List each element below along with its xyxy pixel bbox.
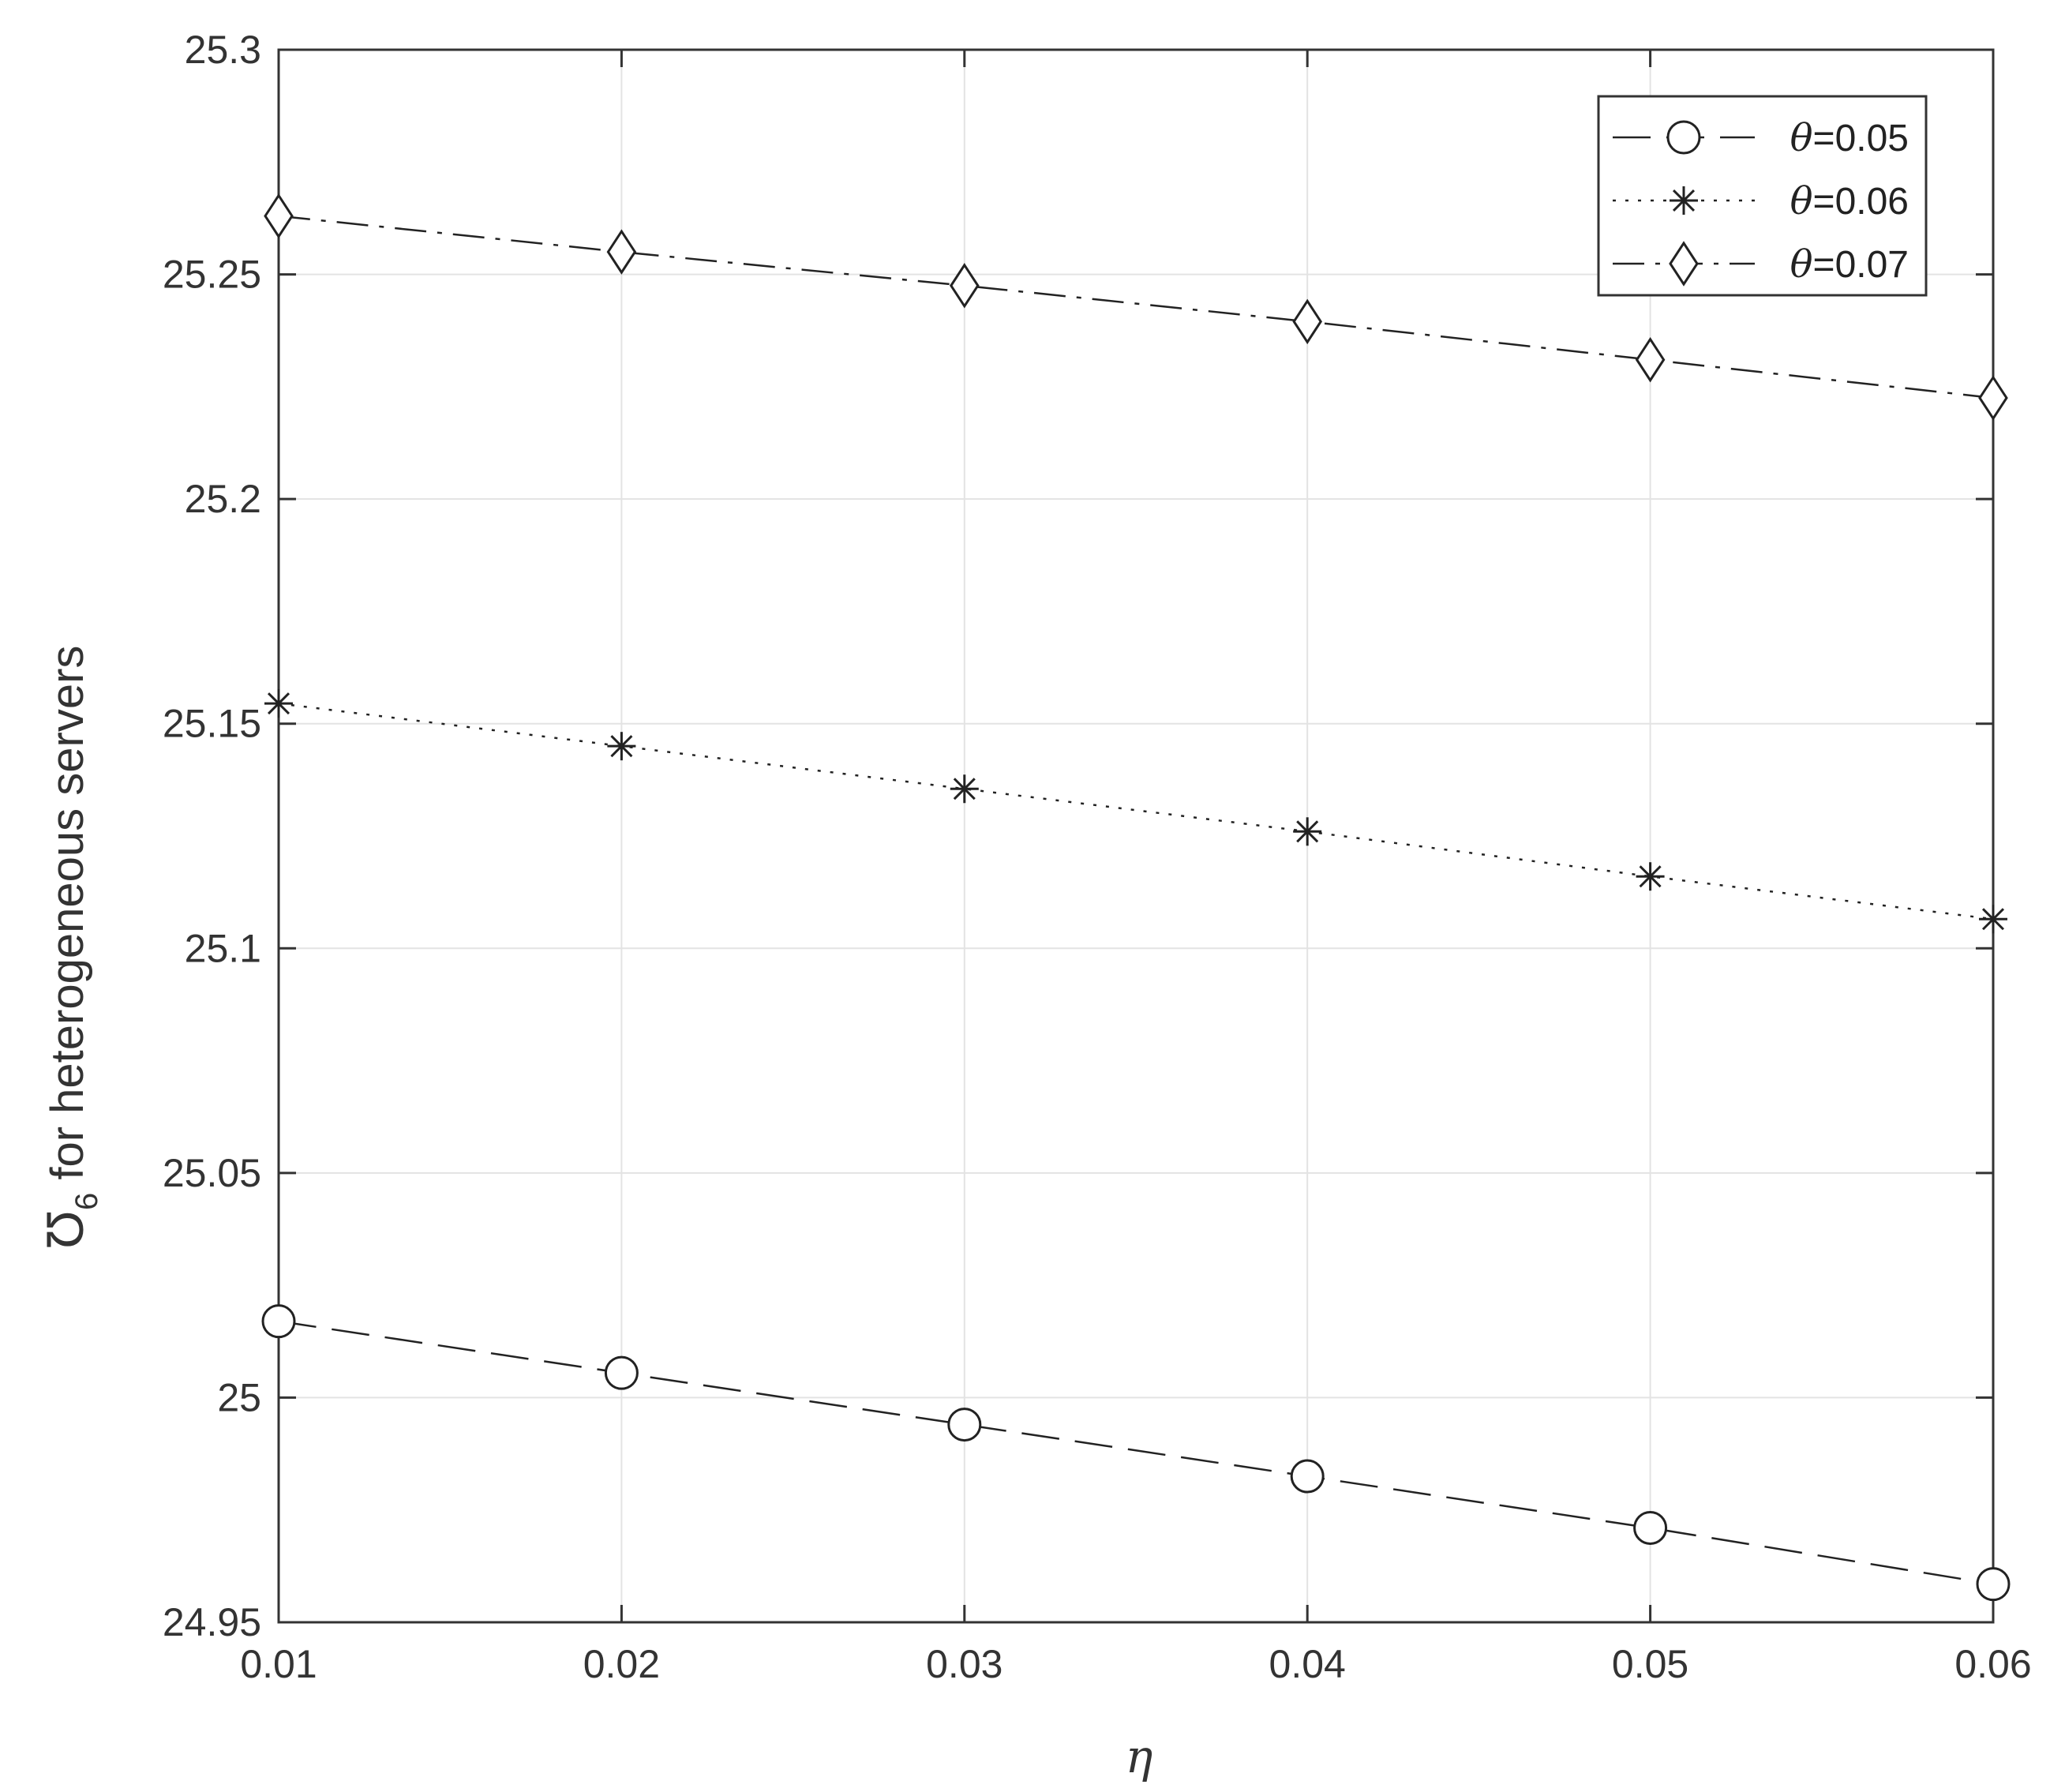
legend-marker (1669, 241, 1699, 287)
y-axis-label-subscript: 6 (69, 1193, 104, 1210)
x-tick-label: 0.02 (583, 1642, 660, 1686)
data-point (1633, 1510, 1668, 1545)
data-point (1292, 298, 1322, 345)
x-axis-label: η (1126, 1730, 1153, 1783)
data-point (1976, 1567, 2011, 1602)
y-tick-label: 25.2 (185, 477, 261, 521)
y-tick-label: 24.95 (163, 1600, 261, 1644)
x-tick-label: 0.06 (1954, 1642, 2031, 1686)
y-tick-label: 25.05 (163, 1151, 261, 1195)
y-tick-label: 25 (217, 1375, 261, 1419)
series-line (278, 215, 1994, 399)
x-tick-label: 0.05 (1612, 1642, 1688, 1686)
legend-label: θ=0.05 (1790, 116, 1909, 160)
data-point (264, 193, 294, 239)
legend-marker (1666, 120, 1701, 155)
series-line (278, 702, 1994, 920)
data-point (264, 689, 293, 718)
x-tick-label: 0.03 (926, 1642, 1003, 1686)
data-point (261, 1304, 296, 1339)
data-point (607, 732, 636, 761)
legend-value: =0.06 (1813, 181, 1909, 223)
axes (277, 48, 1995, 1624)
y-tick-label: 25.25 (163, 253, 261, 297)
series-layer (261, 193, 2011, 1602)
legend-entry-3: θ=0.07 (1613, 241, 1909, 287)
y-axis-label-symbol: Ʊ (36, 1210, 94, 1249)
data-point (950, 774, 979, 804)
legend-symbol: θ (1790, 179, 1813, 223)
legend-box (1597, 95, 1928, 297)
legend-entry-1: θ=0.05 (1613, 116, 1909, 160)
legend-value: =0.05 (1813, 118, 1909, 159)
data-point (1635, 336, 1666, 383)
data-point (1293, 817, 1322, 846)
tick-labels: 0.01 0.02 0.03 0.04 0.05 0.06 24.95 25 25.05 25.1… (163, 28, 2032, 1686)
x-tick-label: 0.01 (240, 1642, 317, 1686)
x-tick-label: 0.04 (1269, 1642, 1346, 1686)
y-tick-label: 25.15 (163, 702, 261, 746)
legend-symbol: θ (1790, 116, 1813, 160)
legend-symbol: θ (1790, 242, 1813, 287)
y-tick-label: 25.1 (185, 926, 261, 970)
series-line (278, 1320, 1994, 1585)
legend-entry-2: θ=0.06 (1613, 179, 1909, 223)
data-point (606, 229, 637, 275)
legend: θ=0.05θ=0.06θ=0.07 (1597, 95, 1928, 297)
data-point (1636, 862, 1665, 891)
legend-marker (1670, 186, 1698, 215)
plot-frame (277, 48, 1995, 1624)
data-point (604, 1355, 639, 1390)
data-point (1979, 905, 2007, 934)
series-1 (261, 1304, 2011, 1602)
data-point (947, 1408, 982, 1442)
series-3 (264, 193, 2008, 421)
data-point (1978, 375, 2008, 421)
y-tick-label: 25.3 (185, 28, 261, 72)
legend-value: =0.07 (1813, 244, 1909, 286)
y-axis-label-text: for heterogeneous servers (42, 646, 93, 1193)
data-point (950, 263, 980, 309)
data-point (1290, 1459, 1325, 1494)
y-axis-label: Ʊ6 for heterogeneous servers (36, 646, 104, 1250)
legend-label: θ=0.07 (1790, 242, 1909, 287)
legend-label: θ=0.06 (1790, 179, 1909, 223)
series-2 (264, 689, 2007, 934)
